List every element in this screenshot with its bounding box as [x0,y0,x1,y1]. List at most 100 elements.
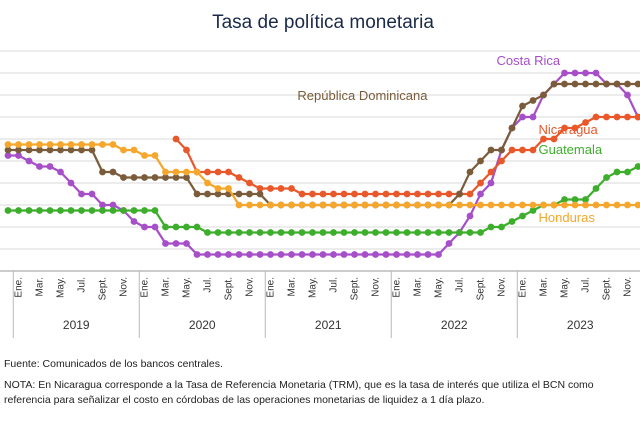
data-point [172,174,180,181]
data-point [151,207,159,214]
data-point [235,251,243,258]
data-point [25,141,33,148]
data-point [235,201,243,209]
data-point [267,201,274,209]
data-point [477,179,484,187]
data-point [193,251,201,258]
data-point [4,207,12,214]
data-point [46,146,54,154]
data-point [372,190,379,198]
data-point [141,207,148,214]
data-point [46,163,54,170]
data-point [214,251,222,258]
data-point [561,124,568,132]
data-point [435,251,442,258]
data-point [340,229,348,236]
data-point [57,146,64,154]
x-tick-label: Nov. [245,277,256,297]
data-point [613,168,621,176]
data-point [130,207,138,214]
x-tick-label: May. [560,277,571,298]
data-point [361,190,369,198]
series-label: Costa Rica [497,53,561,68]
data-point [319,201,327,209]
data-point [267,229,274,236]
data-point [130,174,138,181]
data-point [624,91,631,99]
data-point [36,207,43,214]
data-point [466,212,474,220]
year-label: 2021 [315,318,342,332]
data-point [561,69,568,77]
x-tick-label: Sept. [224,277,235,300]
chart-title: Tasa de política monetaria [212,12,434,33]
data-point [330,251,337,258]
data-point [46,207,54,214]
data-point [582,201,589,209]
data-point [183,174,190,181]
data-point [592,69,600,77]
data-point [414,251,421,258]
data-point [141,174,148,181]
data-point [466,201,474,209]
data-point [382,190,390,198]
data-point [613,113,621,121]
data-point [277,201,285,209]
data-point [15,146,22,154]
data-point [193,223,201,231]
data-point [487,201,495,209]
data-point [330,229,337,236]
data-point [246,201,253,209]
data-point [36,146,43,154]
x-tick-label: Sept. [98,277,109,300]
data-point [46,141,54,148]
data-point [130,218,138,225]
data-point [4,146,12,154]
data-point [78,207,85,214]
data-point [529,201,537,209]
data-point [151,223,159,231]
data-point [540,135,547,143]
data-point [151,174,159,181]
data-point [592,185,600,192]
policy-rate-chart: Tasa de política monetaria Ene. Mar. May. J… [0,12,640,338]
data-point [582,80,589,88]
data-point [36,141,43,148]
data-point [382,229,390,236]
data-point [309,190,316,198]
data-point [634,80,640,88]
data-point [235,174,243,181]
year-label: 2022 [441,318,468,332]
data-point [624,201,631,209]
data-point [25,146,33,154]
data-point [340,251,348,258]
x-tick-label: Sept. [602,277,613,300]
data-point [4,152,12,159]
data-point [540,91,547,99]
data-point [246,251,253,258]
data-point [571,196,579,203]
data-point [57,141,64,148]
data-point [109,201,117,209]
data-point [361,229,369,236]
data-point [361,251,369,258]
data-point [592,113,600,121]
data-point [540,201,547,209]
data-point [613,80,621,88]
data-point [246,229,253,236]
data-point [529,97,537,104]
data-point [529,207,537,214]
data-point [550,135,558,143]
series-line [8,165,640,234]
data-point [435,201,442,209]
data-point [603,113,610,121]
data-point [151,152,159,159]
x-tick-label: Jul. [203,277,214,293]
data-point [109,141,117,148]
data-point [634,201,640,209]
series-label: Guatemala [539,142,603,157]
data-point [162,168,169,176]
data-point [403,190,411,198]
data-point [67,179,75,187]
data-point [25,207,33,214]
